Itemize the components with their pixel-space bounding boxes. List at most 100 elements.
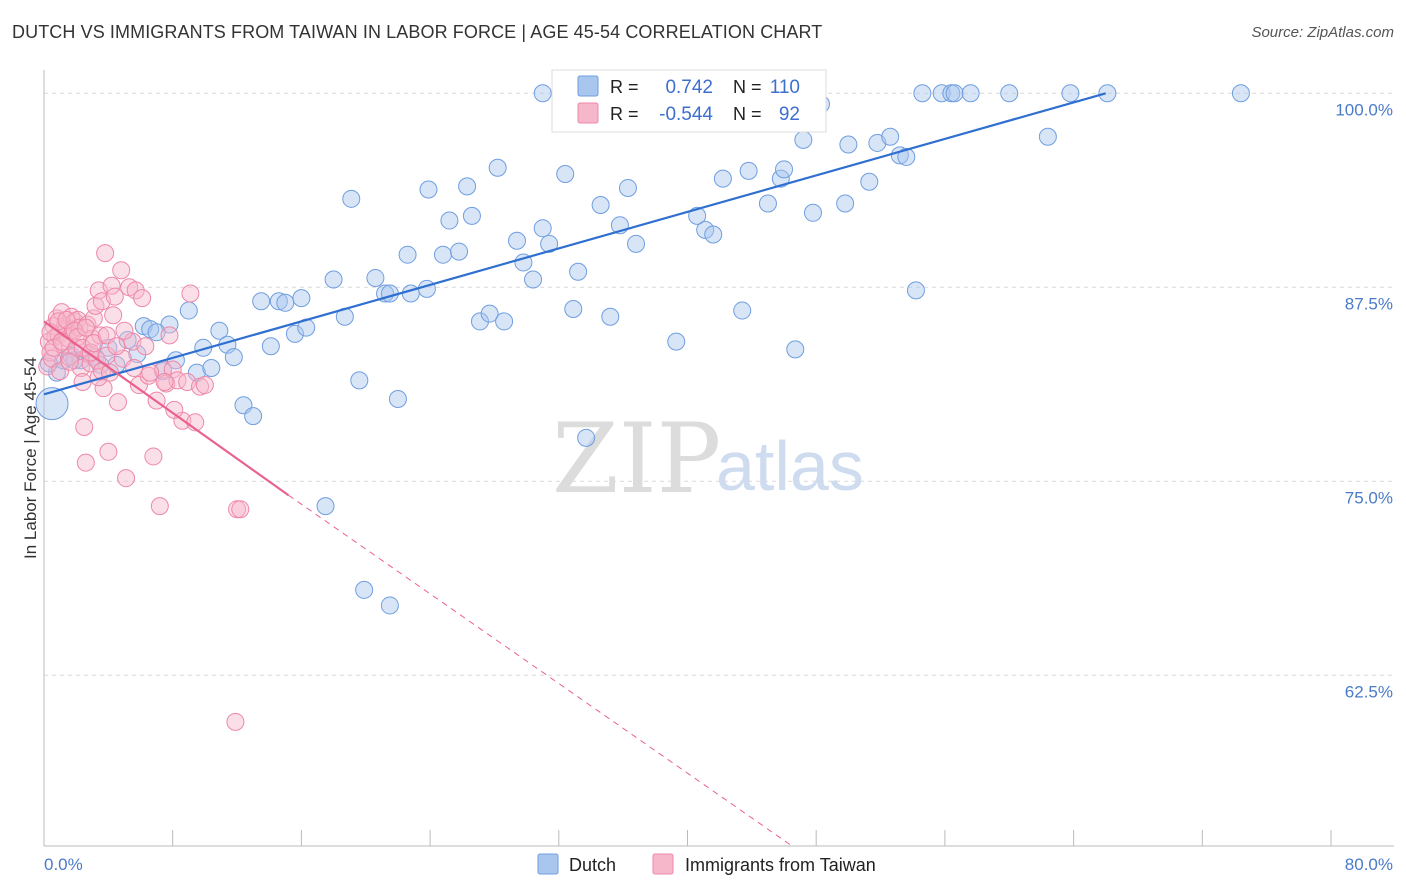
dutch-point [292,289,311,308]
y-tick-label: 100.0% [1335,100,1393,119]
dutch-point [1061,84,1080,103]
taiwan-point [60,352,79,371]
taiwan-point [51,362,70,381]
taiwan-point [165,400,184,419]
dutch-point [739,161,758,180]
dutch-point [244,407,263,426]
dutch-point [35,387,69,421]
legend-r-value-dutch: 0.742 [665,77,713,98]
axes [43,70,1394,847]
dutch-point [533,84,552,103]
x-tick-labels: 0.0% 80.0% [44,855,1393,874]
taiwan-trend-extension [288,494,793,847]
dutch-point [627,234,646,253]
taiwan-point [133,289,152,308]
dutch-point [1231,84,1250,103]
dutch-point [945,84,964,103]
taiwan-trend-line [43,320,290,497]
bottom-legend-swatch-taiwan [652,853,674,875]
taiwan-point [181,284,200,303]
taiwan-point [109,393,128,412]
dutch-point [906,281,925,300]
dutch-point [758,194,777,213]
dutch-point [179,301,198,320]
taiwan-point [155,372,174,391]
dutch-point [569,262,588,281]
taiwan-point [105,287,124,306]
dutch-point [913,84,932,103]
taiwan-point [231,500,250,519]
taiwan-point [72,358,91,377]
dutch-point [1000,84,1019,103]
y-tick-label: 62.5% [1345,682,1393,701]
series-legend: Dutch Immigrants from Taiwan [537,853,876,875]
dutch-point [507,231,526,250]
dutch-point [488,158,507,177]
legend-swatch-taiwan [577,102,599,124]
dutch-point [480,304,499,323]
dutch-point [316,497,335,516]
dutch-point [224,348,243,367]
legend-n-value-taiwan: 92 [779,104,800,125]
dutch-point [961,84,980,103]
dutch-point [786,340,805,359]
source-label: Source: ZipAtlas.com [1251,24,1394,41]
legend-n-value-dutch: 110 [770,77,800,98]
legend-swatch-dutch [577,75,599,97]
dutch-point [366,268,385,287]
dutch-point [324,270,343,289]
correlation-legend: R = 0.742 N = 110 R = -0.544 N = 92 [551,69,827,133]
dutch-point [591,196,610,215]
bottom-legend-swatch-dutch [537,853,559,875]
legend-r-label: R = [610,104,639,124]
dutch-point [355,580,374,599]
dutch-point [269,292,288,311]
taiwan-point [195,376,214,395]
watermark-zip: ZIP [552,403,721,515]
dutch-point [713,169,732,188]
dutch-point [470,312,489,331]
x-tick-label-min: 0.0% [44,855,83,874]
taiwan-point [129,376,148,395]
bottom-legend-taiwan: Immigrants from Taiwan [685,855,876,875]
legend-r-label: R = [610,77,639,97]
dutch-point [881,127,900,146]
dutch-point [261,337,280,356]
taiwan-point [96,244,115,263]
dutch-point [618,178,637,197]
dutch-point [1038,127,1057,146]
dutch-point [564,300,583,319]
dutch-point [342,189,361,208]
taiwan-point [86,296,105,315]
y-tick-label: 75.0% [1345,488,1393,507]
taiwan-point [60,348,79,367]
taiwan-point [104,306,123,325]
dutch-point [398,245,417,264]
chart-title: DUTCH VS IMMIGRANTS FROM TAIWAN IN LABOR… [12,22,823,42]
legend-r-value-taiwan: -0.544 [659,104,713,125]
dutch-point [860,172,879,191]
dutch-point [495,312,514,331]
dutch-point [803,203,822,222]
dutch-point [524,270,543,289]
dutch-point [252,292,271,311]
dutch-point [202,358,221,377]
dutch-point [462,206,481,225]
taiwan-point [150,497,169,516]
dutch-point [440,211,459,230]
y-tick-labels: 62.5% 75.0% 87.5% 100.0% [1335,100,1393,701]
dutch-point [533,219,552,238]
x-tick-label-max: 80.0% [1345,855,1393,874]
taiwan-point [76,453,95,472]
dutch-point [688,206,707,225]
dutch-point [771,169,790,188]
dutch-point [577,428,596,447]
dutch-point [897,147,916,166]
taiwan-point [102,276,121,295]
bottom-legend-dutch: Dutch [569,855,616,875]
dutch-point [540,234,559,253]
dutch-point [210,321,229,340]
taiwan-point [115,321,134,340]
taiwan-point [76,318,95,337]
